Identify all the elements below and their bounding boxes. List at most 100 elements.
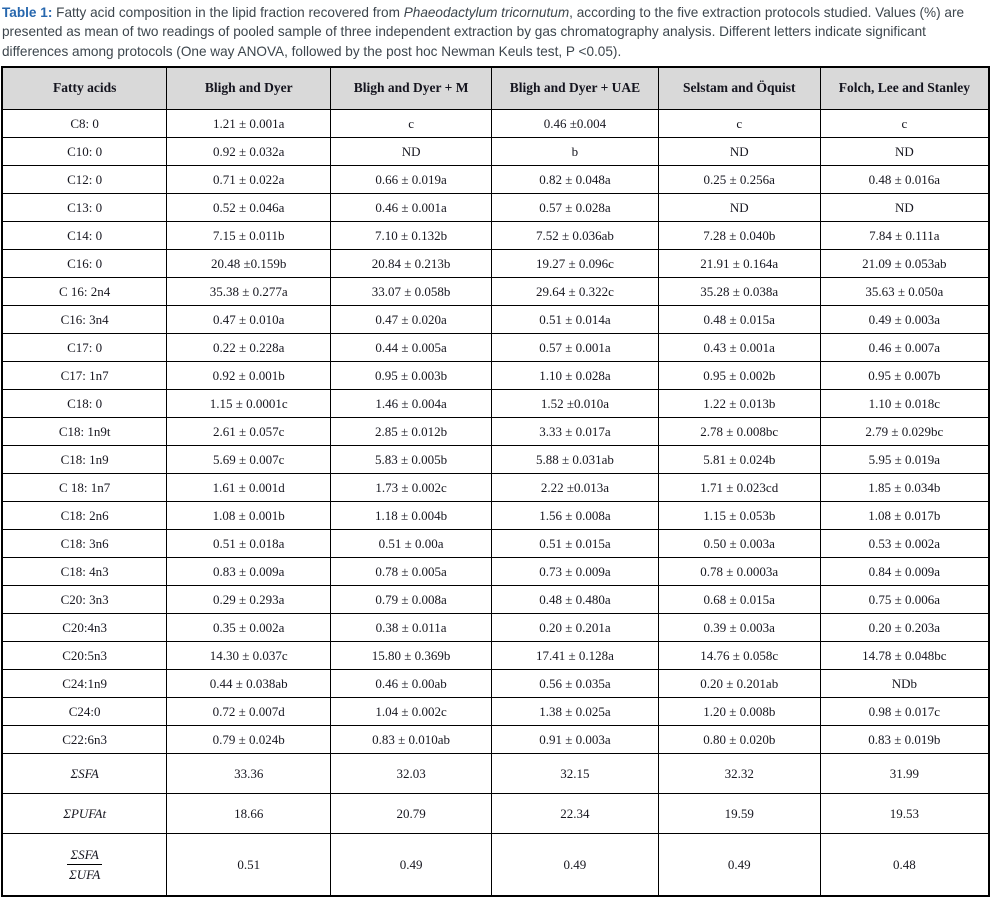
table-row: C18: 1n9t 2.61 ± 0.057c 2.85 ± 0.012b 3.33 …	[1, 417, 990, 447]
value-cell: 0.20 ± 0.201a	[491, 613, 659, 643]
value-cell: 0.49	[491, 833, 659, 897]
value-cell: 0.84 ± 0.009a	[819, 557, 990, 587]
fatty-acid-label: C18: 2n6	[1, 501, 168, 531]
value-cell: 0.51 ± 0.015a	[491, 529, 659, 559]
value-cell: 3.33 ± 0.017a	[491, 417, 659, 447]
value-cell: 0.46 ± 0.00ab	[330, 669, 493, 699]
fraction-denominator: ΣUFA	[68, 867, 101, 883]
value-cell: 0.80 ± 0.020b	[657, 725, 821, 755]
fatty-acid-label: C8: 0	[1, 109, 168, 139]
value-cell: 0.44 ± 0.038ab	[166, 669, 332, 699]
value-cell: 31.99	[819, 753, 990, 795]
value-cell: 0.52 ± 0.046a	[166, 193, 332, 223]
fatty-acid-label: C16: 0	[1, 249, 168, 279]
value-cell: 32.15	[491, 753, 659, 795]
table-row: C18: 4n3 0.83 ± 0.009a 0.78 ± 0.005a 0.73 ±…	[1, 557, 990, 587]
value-cell: 0.95 ± 0.007b	[819, 361, 990, 391]
table-row: C 16: 2n4 35.38 ± 0.277a 33.07 ± 0.058b 29.…	[1, 277, 990, 307]
value-cell: 7.15 ± 0.011b	[166, 221, 332, 251]
header-row: Fatty acids Bligh and Dyer Bligh and Dye…	[1, 66, 990, 111]
value-cell: 0.46 ±0.004	[491, 109, 659, 139]
value-cell: 2.78 ± 0.008bc	[657, 417, 821, 447]
table-row: C10: 0 0.92 ± 0.032a ND b ND ND	[1, 137, 990, 167]
fatty-acid-label: C 16: 2n4	[1, 277, 168, 307]
value-cell: 1.71 ± 0.023cd	[657, 473, 821, 503]
value-cell: 0.79 ± 0.008a	[330, 585, 493, 615]
value-cell: 0.48 ± 0.016a	[819, 165, 990, 195]
table-row: C14: 0 7.15 ± 0.011b 7.10 ± 0.132b 7.52 ± 0…	[1, 221, 990, 251]
fatty-acid-label: C18: 1n9t	[1, 417, 168, 447]
column-header-selstam-and-oquist: Selstam and Öquist	[657, 66, 821, 111]
value-cell: 1.85 ± 0.034b	[819, 473, 990, 503]
value-cell: 35.63 ± 0.050a	[819, 277, 990, 307]
fatty-acid-label: C18: 1n9	[1, 445, 168, 475]
fatty-acid-label: C17: 1n7	[1, 361, 168, 391]
value-cell: 1.61 ± 0.001d	[166, 473, 332, 503]
value-cell: 7.84 ± 0.111a	[819, 221, 990, 251]
value-cell: 0.75 ± 0.006a	[819, 585, 990, 615]
value-cell: 1.21 ± 0.001a	[166, 109, 332, 139]
table-row: C13: 0 0.52 ± 0.046a 0.46 ± 0.001a 0.57 ± 0…	[1, 193, 990, 223]
species-name: Phaeodactylum tricornutum	[403, 5, 570, 20]
value-cell: c	[819, 109, 990, 139]
value-cell: ND	[819, 137, 990, 167]
value-cell: 5.69 ± 0.007c	[166, 445, 332, 475]
fatty-acid-label: C13: 0	[1, 193, 168, 223]
table-row: C18: 3n6 0.51 ± 0.018a 0.51 ± 0.00a 0.51 ± …	[1, 529, 990, 559]
table-row: C20:5n3 14.30 ± 0.037c 15.80 ± 0.369b 17.41…	[1, 641, 990, 671]
value-cell: 0.51 ± 0.00a	[330, 529, 493, 559]
summary-label: ΣSFA	[1, 753, 168, 795]
value-cell: 0.92 ± 0.001b	[166, 361, 332, 391]
fatty-acid-label: C10: 0	[1, 137, 168, 167]
column-header-bligh-and-dyer: Bligh and Dyer	[166, 66, 332, 111]
table-row: C16: 0 20.48 ±0.159b 20.84 ± 0.213b 19.27 ±…	[1, 249, 990, 279]
table-caption: Table 1: Fatty acid composition in the l…	[0, 0, 992, 66]
table-row: C16: 3n4 0.47 ± 0.010a 0.47 ± 0.020a 0.51 ±…	[1, 305, 990, 335]
value-cell: 33.07 ± 0.058b	[330, 277, 493, 307]
value-cell: 0.20 ± 0.203a	[819, 613, 990, 643]
table-row: C12: 0 0.71 ± 0.022a 0.66 ± 0.019a 0.82 ± 0…	[1, 165, 990, 195]
fatty-acid-label: C20:5n3	[1, 641, 168, 671]
value-cell: 0.95 ± 0.003b	[330, 361, 493, 391]
value-cell: 7.52 ± 0.036ab	[491, 221, 659, 251]
fatty-acid-label: C18: 0	[1, 389, 168, 419]
fatty-acid-label: C24:1n9	[1, 669, 168, 699]
value-cell: 5.95 ± 0.019a	[819, 445, 990, 475]
table-row: C20:4n3 0.35 ± 0.002a 0.38 ± 0.011a 0.20 ± …	[1, 613, 990, 643]
table-row: C17: 1n7 0.92 ± 0.001b 0.95 ± 0.003b 1.10 ±…	[1, 361, 990, 391]
value-cell: 2.61 ± 0.057c	[166, 417, 332, 447]
value-cell: 1.08 ± 0.001b	[166, 501, 332, 531]
value-cell: 14.76 ± 0.058c	[657, 641, 821, 671]
value-cell: 19.53	[819, 793, 990, 835]
value-cell: 14.78 ± 0.048bc	[819, 641, 990, 671]
value-cell: 0.56 ± 0.035a	[491, 669, 659, 699]
value-cell: 0.43 ± 0.001a	[657, 333, 821, 363]
table-row: C18: 1n9 5.69 ± 0.007c 5.83 ± 0.005b 5.88 ±…	[1, 445, 990, 475]
value-cell: 1.15 ± 0.0001c	[166, 389, 332, 419]
value-cell: 32.03	[330, 753, 493, 795]
value-cell: 7.28 ± 0.040b	[657, 221, 821, 251]
value-cell: 0.51 ± 0.014a	[491, 305, 659, 335]
value-cell: 0.98 ± 0.017c	[819, 697, 990, 727]
table-caption-label: Table 1:	[2, 5, 53, 20]
value-cell: 1.20 ± 0.008b	[657, 697, 821, 727]
value-cell: 0.72 ± 0.007d	[166, 697, 332, 727]
fatty-acid-label: C18: 4n3	[1, 557, 168, 587]
column-header-fatty-acids: Fatty acids	[1, 66, 168, 111]
value-cell: 21.09 ± 0.053ab	[819, 249, 990, 279]
table-row: C17: 0 0.22 ± 0.228a 0.44 ± 0.005a 0.57 ± 0…	[1, 333, 990, 363]
value-cell: ND	[657, 137, 821, 167]
value-cell: 0.48 ± 0.480a	[491, 585, 659, 615]
value-cell: 0.83 ± 0.010ab	[330, 725, 493, 755]
table-row: C18: 2n6 1.08 ± 0.001b 1.18 ± 0.004b 1.56 ±…	[1, 501, 990, 531]
ratio-label: ΣSFA ΣUFA	[1, 833, 168, 897]
value-cell: 0.51	[166, 833, 332, 897]
fatty-acid-label: C12: 0	[1, 165, 168, 195]
value-cell: 0.48 ± 0.015a	[657, 305, 821, 335]
fatty-acid-label: C17: 0	[1, 333, 168, 363]
fatty-acid-label: C16: 3n4	[1, 305, 168, 335]
value-cell: 0.78 ± 0.0003a	[657, 557, 821, 587]
value-cell: 0.35 ± 0.002a	[166, 613, 332, 643]
value-cell: 0.71 ± 0.022a	[166, 165, 332, 195]
value-cell: 2.22 ±0.013a	[491, 473, 659, 503]
